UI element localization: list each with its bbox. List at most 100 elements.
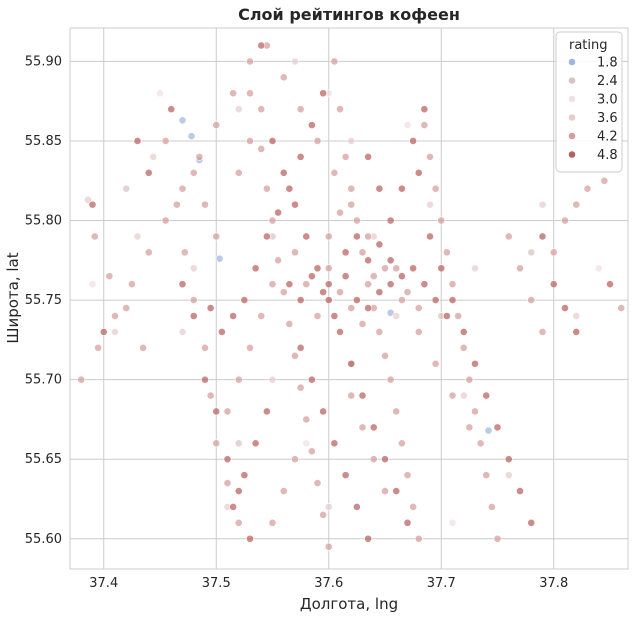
data-point [262,184,271,193]
data-point [105,272,114,281]
data-point [448,391,457,400]
data-point [397,439,406,448]
data-point [240,471,249,480]
data-point [347,391,356,400]
data-point [459,328,468,336]
data-point [392,407,401,416]
data-point [324,542,333,551]
data-point [212,407,221,416]
data-point [302,439,311,448]
data-point [223,407,232,416]
data-point [180,248,189,257]
data-point [341,471,350,480]
data-point [381,455,389,464]
chart-title: Слой рейтингов кофеен [238,5,460,24]
data-point [471,264,479,273]
legend-marker [568,113,576,122]
data-point [375,240,384,249]
data-point [144,168,153,177]
data-point [274,256,283,265]
data-point [426,200,434,209]
x-tick-label: 37.4 [89,576,118,591]
data-point [454,312,463,320]
x-tick-label: 37.5 [202,576,231,591]
y-tick-label: 55.65 [25,452,62,467]
data-point [251,439,260,448]
data-point [215,254,224,263]
data-point [279,168,288,177]
data-point [167,105,176,114]
data-point [99,328,108,336]
data-point [617,304,626,312]
data-point [296,105,305,114]
data-point [448,296,457,304]
data-point [459,343,468,352]
data-point [122,304,131,312]
data-point [364,232,373,241]
data-point [212,121,221,129]
data-point [561,304,569,312]
data-point [471,407,479,416]
data-point [189,312,198,320]
legend-marker [568,58,576,66]
data-point [358,391,367,400]
data-point [234,375,243,384]
data-point [285,280,294,289]
data-point [336,208,344,217]
data-point [257,41,266,50]
data-points [77,41,626,551]
data-point [341,248,350,257]
data-point [403,121,412,129]
data-point [336,328,344,336]
data-point [347,200,356,209]
data-point [549,248,558,257]
data-point [431,359,440,368]
data-point [268,137,277,145]
data-point [144,248,153,257]
data-point [240,296,249,304]
data-point [386,216,395,225]
data-point [459,391,468,400]
data-point [594,264,603,273]
data-point [386,280,395,289]
data-point [482,391,491,400]
data-point [392,312,401,320]
data-point [414,534,423,543]
data-point [313,479,322,487]
legend-marker [568,95,576,103]
x-tick-label: 37.8 [539,576,568,591]
data-point [122,184,131,193]
x-axis-label: Долгота, lng [300,595,398,613]
data-point [133,232,142,241]
data-point [246,343,254,352]
data-point [375,328,384,336]
data-point [324,296,333,304]
data-point [381,487,389,495]
data-point [88,280,97,289]
data-point [583,184,592,193]
data-point [262,232,271,241]
data-point [324,280,333,289]
y-axis-label: Широта, lat [4,252,22,343]
data-point [229,503,238,511]
legend-marker [568,132,576,140]
y-tick-label: 55.70 [25,373,62,388]
data-point [414,328,423,336]
y-tick-label: 55.60 [25,532,62,547]
data-point [493,423,502,432]
data-point [285,184,294,193]
data-point [381,264,389,273]
data-point [420,121,429,129]
data-point [381,351,389,360]
data-point [403,471,412,480]
data-point [572,328,581,336]
data-point [324,232,333,241]
data-point [307,121,316,129]
data-point [330,312,339,320]
data-point [442,248,451,257]
data-point [484,426,493,435]
y-tick-labels: 55.60 55.65 55.70 55.75 55.80 55.85 55.90 [25,54,62,546]
legend-label: 4.2 [597,130,618,145]
data-point [296,152,305,161]
